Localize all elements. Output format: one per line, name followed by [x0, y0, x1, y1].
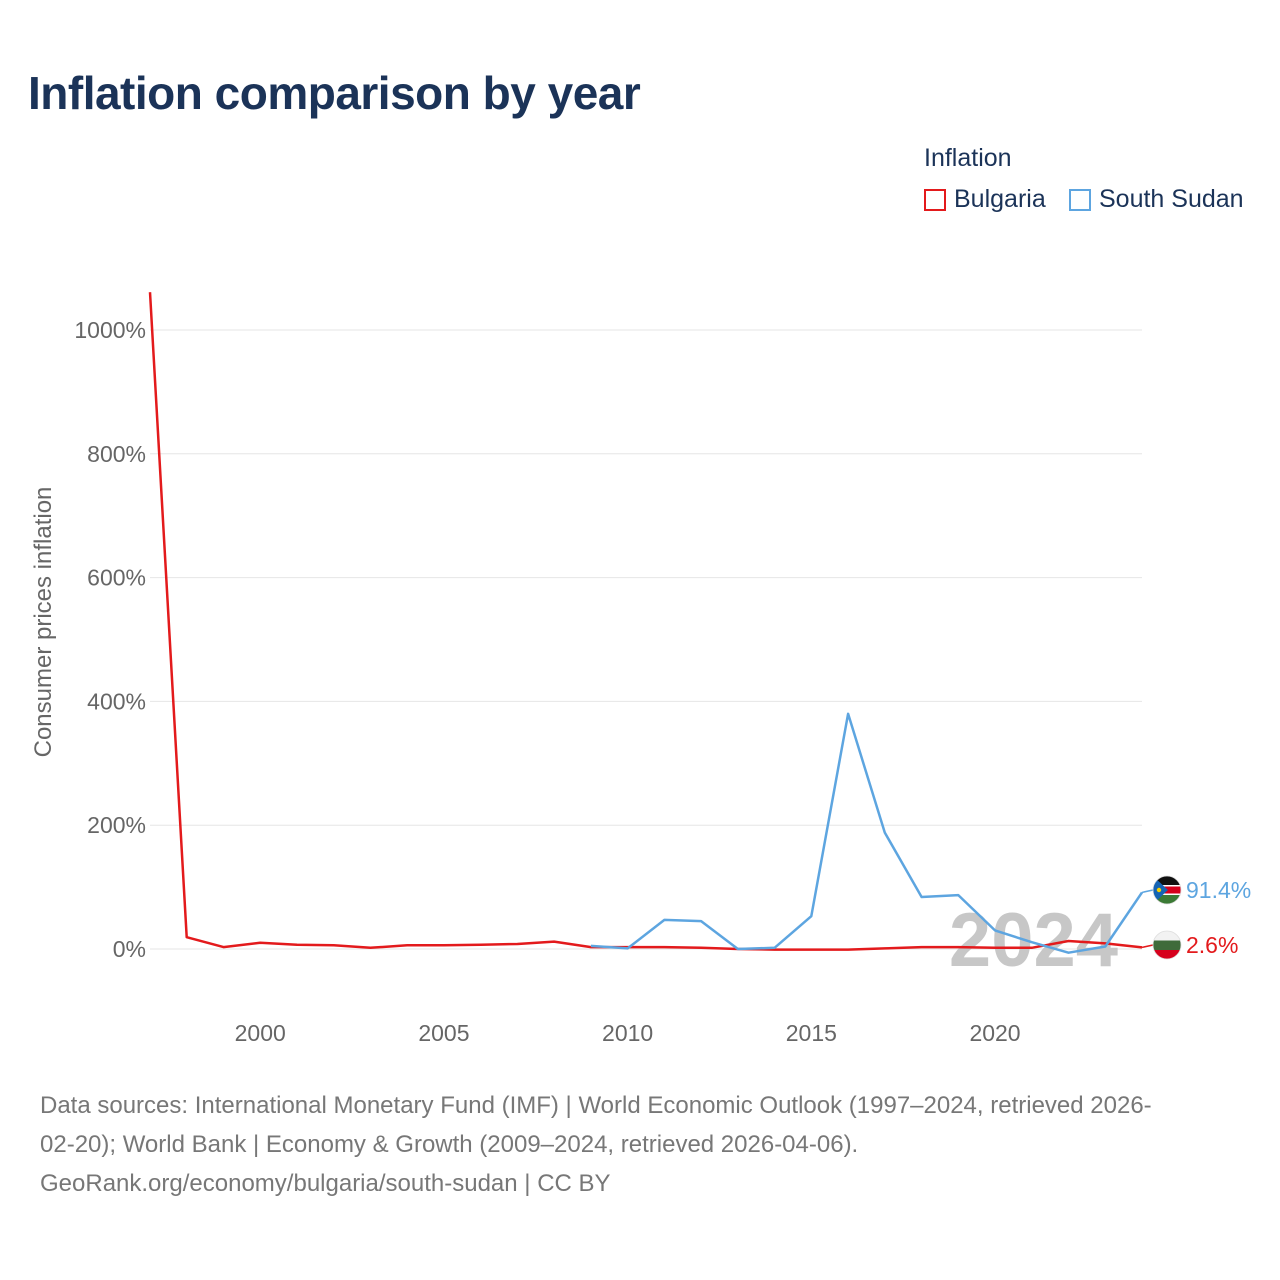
line-chart: 0% 200% 400% 600% 800% 1000% 2000 2005 2010 2015 2…	[30, 292, 1251, 1046]
end-connector-south-sudan	[1141, 889, 1154, 894]
y-axis-label: Consumer prices inflation	[30, 487, 57, 758]
x-tick-label: 2010	[602, 1020, 653, 1046]
sources-line-1: Data sources: International Monetary Fun…	[40, 1092, 1152, 1119]
flag-bulgaria-icon	[1152, 930, 1182, 960]
end-value-label-south-sudan: 91.4%	[1186, 877, 1251, 903]
series-line-bulgaria[interactable]	[148, 292, 1143, 951]
chart-title: Inflation comparison by year	[28, 67, 641, 119]
x-tick-label: 2015	[786, 1020, 837, 1046]
y-tick-label: 200%	[87, 812, 146, 838]
data-sources: Data sources: International Monetary Fun…	[40, 1086, 1250, 1203]
flag-south-sudan-icon	[1152, 875, 1182, 905]
y-tick-label: 1000%	[74, 317, 146, 343]
y-tick-label: 800%	[87, 441, 146, 467]
sources-line-2: 02-20); World Bank | Economy & Growth (2…	[40, 1131, 859, 1158]
y-tick-label: 600%	[87, 565, 146, 591]
legend-label-south-sudan: South Sudan	[1099, 185, 1244, 213]
legend-item-bulgaria[interactable]: Bulgaria	[924, 185, 1046, 214]
legend-swatch-south-sudan	[1069, 188, 1091, 211]
x-tick-label: 2020	[969, 1020, 1020, 1046]
y-tick-label: 0%	[113, 936, 146, 962]
end-value-label-bulgaria: 2.6%	[1186, 932, 1238, 958]
legend-item-south-sudan[interactable]: South Sudan	[1069, 185, 1244, 214]
x-tick-label: 2005	[418, 1020, 469, 1046]
legend-label-bulgaria: Bulgaria	[954, 185, 1046, 213]
legend-title: Inflation	[924, 144, 1012, 172]
end-connector-bulgaria	[1141, 944, 1154, 949]
legend-swatch-bulgaria	[924, 188, 946, 211]
x-tick-label: 2000	[235, 1020, 286, 1046]
sources-line-3: GeoRank.org/economy/bulgaria/south-sudan…	[40, 1170, 611, 1197]
series-line-south-sudan[interactable]	[590, 712, 1144, 954]
y-tick-label: 400%	[87, 688, 146, 714]
